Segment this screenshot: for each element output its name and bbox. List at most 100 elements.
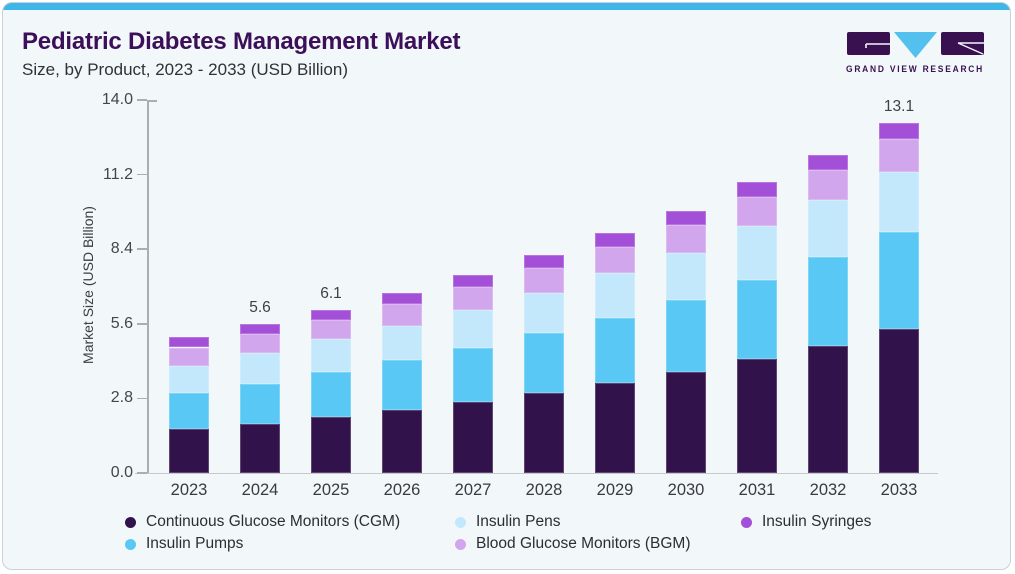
bar-segment-continuous-glucose-monitors-cgm: [666, 372, 706, 473]
bar-segment-insulin-pumps: [595, 317, 635, 383]
bar-segment-insulin-pens: [808, 199, 848, 257]
bar-segment-insulin-syringes: [737, 182, 777, 197]
y-axis-tick-label: 8.4: [110, 240, 133, 258]
bar-segment-insulin-pumps: [240, 384, 280, 424]
bar-segment-blood-glucose-monitors-bgm: [808, 170, 848, 200]
x-axis-category-label: 2032: [809, 481, 847, 499]
bar-segment-continuous-glucose-monitors-cgm: [879, 328, 919, 473]
legend-item: Continuous Glucose Monitors (CGM): [125, 512, 400, 532]
bar-segment-continuous-glucose-monitors-cgm: [240, 423, 280, 473]
bar-segment-insulin-pens: [524, 293, 564, 334]
bar-segment-insulin-pumps: [169, 392, 209, 429]
y-axis-tick-mark: [137, 397, 147, 400]
bar-segment-blood-glucose-monitors-bgm: [879, 138, 919, 172]
x-axis-category-label: 2030: [667, 481, 705, 499]
legend-item: Blood Glucose Monitors (BGM): [455, 534, 691, 554]
bar-segment-insulin-syringes: [169, 337, 209, 348]
bar-segment-insulin-syringes: [666, 211, 706, 226]
bar-segment-insulin-syringes: [524, 255, 564, 269]
legend-label: Continuous Glucose Monitors (CGM): [146, 513, 401, 530]
y-axis-line: [147, 100, 149, 473]
bar-segment-blood-glucose-monitors-bgm: [311, 319, 351, 339]
x-axis-category-label: 2028: [525, 481, 563, 499]
legend-label: Blood Glucose Monitors (BGM): [476, 535, 691, 552]
bar-segment-insulin-syringes: [595, 233, 635, 247]
bar-segment-insulin-syringes: [453, 274, 493, 287]
page-subtitle: Size, by Product, 2023 - 2033 (USD Billi…: [22, 60, 348, 79]
x-axis-category-label: 2033: [880, 481, 918, 499]
bar-segment-continuous-glucose-monitors-cgm: [595, 382, 635, 473]
bar-segment-insulin-pens: [595, 272, 635, 318]
y-axis-tick-mark: [137, 248, 147, 250]
grand-view-research-logo: GRAND VIEW RESEARCH: [846, 32, 984, 75]
legend-swatch-icon: [125, 516, 136, 528]
bar-segment-insulin-pumps: [311, 372, 351, 418]
legend-item: Insulin Pens: [455, 512, 560, 532]
bar-segment-insulin-syringes: [382, 292, 422, 304]
bar-segment-blood-glucose-monitors-bgm: [382, 303, 422, 326]
y-axis-tick-mark: [137, 99, 147, 101]
bar-segment-blood-glucose-monitors-bgm: [666, 225, 706, 254]
bar-total-label: 13.1: [883, 97, 915, 115]
bar-segment-insulin-pumps: [666, 300, 706, 372]
legend-item: Insulin Syringes: [741, 512, 871, 532]
bar-segment-continuous-glucose-monitors-cgm: [524, 393, 564, 473]
legend-label: Insulin Syringes: [762, 513, 872, 530]
bar-segment-insulin-pens: [453, 309, 493, 348]
x-axis-category-label: 2029: [596, 481, 634, 499]
bar-segment-insulin-pens: [311, 338, 351, 373]
bar-segment-insulin-pumps: [879, 231, 919, 329]
bar-segment-blood-glucose-monitors-bgm: [453, 286, 493, 310]
logo-letter-v-icon: [894, 32, 937, 58]
x-axis-category-label: 2031: [738, 481, 776, 499]
bar-segment-insulin-syringes: [808, 154, 848, 171]
y-axis-tick-label: 2.8: [110, 389, 133, 407]
legend-swatch-icon: [455, 538, 466, 550]
y-axis-tick-label: 5.6: [110, 314, 133, 332]
x-axis-category-label: 2023: [170, 481, 208, 499]
bar-segment-insulin-pumps: [453, 347, 493, 402]
bar-segment-insulin-pens: [666, 253, 706, 301]
bar-segment-insulin-pens: [240, 353, 280, 384]
legend-swatch-icon: [741, 516, 752, 528]
bar-segment-blood-glucose-monitors-bgm: [240, 333, 280, 354]
bar-segment-insulin-pumps: [808, 256, 848, 346]
bar-segment-insulin-pens: [879, 171, 919, 232]
bar-segment-blood-glucose-monitors-bgm: [169, 347, 209, 367]
y-axis-tick-mark: [137, 472, 147, 474]
page-title: Pediatric Diabetes Management Market: [22, 28, 461, 55]
legend-label: Insulin Pens: [476, 513, 561, 530]
bar-segment-insulin-syringes: [879, 122, 919, 139]
bar-segment-insulin-pens: [737, 225, 777, 280]
bar-segment-insulin-pumps: [737, 279, 777, 359]
bar-segment-insulin-syringes: [240, 323, 280, 334]
card-top-accent-bar: [3, 3, 1010, 10]
logo-r-notch: [957, 42, 984, 55]
legend-swatch-icon: [125, 538, 136, 550]
logo-text: GRAND VIEW RESEARCH: [846, 64, 984, 75]
y-axis-tick-mark: [137, 323, 147, 325]
bar-segment-continuous-glucose-monitors-cgm: [169, 428, 209, 473]
bar-segment-continuous-glucose-monitors-cgm: [382, 410, 422, 473]
legend-item: Insulin Pumps: [125, 534, 243, 554]
bar-segment-insulin-syringes: [311, 309, 351, 320]
bar-segment-blood-glucose-monitors-bgm: [524, 268, 564, 294]
bar-segment-continuous-glucose-monitors-cgm: [453, 401, 493, 473]
logo-g-notch: [865, 43, 890, 48]
y-axis-tick-label: 11.2: [103, 165, 133, 183]
x-axis-category-label: 2024: [241, 481, 279, 499]
bar-segment-continuous-glucose-monitors-cgm: [311, 417, 351, 473]
y-axis-top-cap: [147, 100, 157, 102]
bar-segment-continuous-glucose-monitors-cgm: [808, 345, 848, 473]
bar-total-label: 6.1: [320, 284, 342, 302]
bar-segment-continuous-glucose-monitors-cgm: [737, 358, 777, 473]
x-axis-line: [135, 472, 938, 474]
legend-label: Insulin Pumps: [146, 535, 244, 552]
x-axis-category-label: 2025: [312, 481, 350, 499]
y-axis-tick-label: 14.0: [101, 91, 133, 108]
x-axis-category-label: 2027: [454, 481, 492, 499]
y-axis-tick-label: 0.0: [110, 464, 133, 481]
x-axis-category-label: 2026: [383, 481, 421, 499]
